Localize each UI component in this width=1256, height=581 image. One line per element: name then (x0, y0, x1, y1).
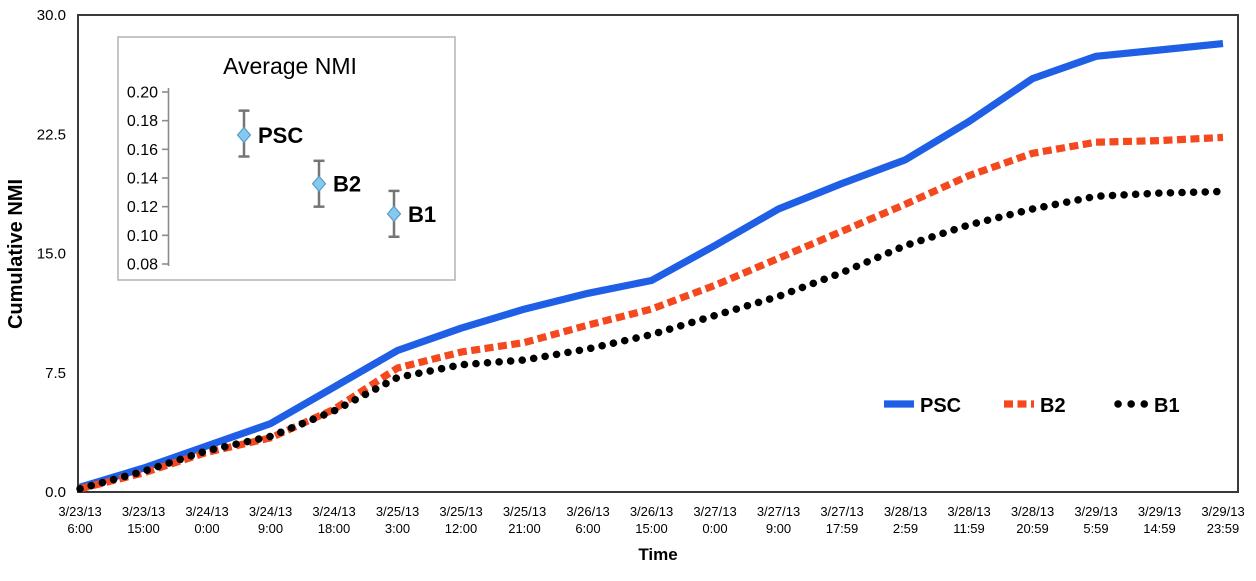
x-tick-label: 3/26/13 15:00 (630, 504, 673, 536)
x-tick-label: 3/29/13 14:59 (1138, 504, 1181, 536)
inset-point-b2: B2 (311, 159, 361, 208)
series-line-psc (78, 40, 1224, 491)
y-tick-label: 0.0 (45, 484, 66, 501)
inset-tick-label: 0.20 (127, 85, 158, 102)
inset-tick-label: 0.14 (127, 171, 158, 188)
x-tick-label: 3/25/13 3:00 (376, 504, 419, 536)
x-axis-tick-labels: 3/23/13 6:00 3/23/13 15:00 3/24/13 0:00 3/24/1… (58, 504, 1244, 536)
inset-point-label: B1 (408, 202, 436, 227)
inset-point-b1: B1 (386, 189, 436, 239)
x-tick-label: 3/24/13 18:00 (312, 504, 355, 536)
y-tick-label: 7.5 (45, 365, 66, 382)
legend-label: PSC (920, 395, 961, 417)
x-tick-label: 3/29/13 5:59 (1074, 504, 1117, 536)
diamond-marker (386, 205, 402, 223)
legend-item-b1: B1 (1114, 395, 1180, 417)
x-tick-label: 3/27/13 0:00 (693, 504, 736, 536)
x-tick-label: 3/23/13 15:00 (122, 504, 165, 536)
inset-title: Average NMI (223, 53, 357, 79)
y-axis-tick-labels: 30.0 22.5 15.0 7.5 0.0 (37, 7, 66, 501)
plot-border (77, 14, 1239, 493)
x-tick-label: 3/28/13 11:59 (947, 504, 990, 536)
x-tick-label: 3/25/13 21:00 (503, 504, 546, 536)
inset-point-label: PSC (258, 123, 303, 148)
x-tick-label: 3/24/13 9:00 (249, 504, 292, 536)
inset-border (117, 36, 456, 281)
x-tick-label: 3/23/13 6:00 (58, 504, 101, 536)
y-tick-label: 30.0 (37, 7, 66, 24)
legend-item-b2: B2 (1004, 395, 1066, 417)
x-tick-label: 3/28/13 2:59 (884, 504, 927, 536)
y-tick-label: 15.0 (37, 246, 66, 263)
x-tick-label: 3/28/13 20:59 (1011, 504, 1054, 536)
inset-tick-labels: 0.20 0.18 0.16 0.14 0.12 0.10 0.08 (127, 85, 169, 274)
inset-tick-label: 0.12 (127, 199, 158, 216)
y-axis-title: Cumulative NMI (5, 179, 27, 329)
diamond-marker (236, 126, 252, 144)
diamond-marker (311, 175, 327, 193)
x-tick-label: 3/29/13 23:59 (1201, 504, 1244, 536)
legend-label: B2 (1040, 395, 1066, 417)
y-tick-label: 22.5 (37, 126, 66, 143)
x-tick-label: 3/26/13 6:00 (566, 504, 609, 536)
x-tick-label: 3/27/13 17:59 (820, 504, 863, 536)
x-tick-label: 3/25/13 12:00 (439, 504, 482, 536)
inset-tick-label: 0.08 (127, 257, 158, 274)
x-tick-label: 3/24/13 0:00 (185, 504, 228, 536)
x-tick-label: 3/27/13 9:00 (757, 504, 800, 536)
average-nmi-inset: Average NMI 0.20 0.18 0.16 0.14 0.12 0.10 0.08 P… (117, 36, 456, 281)
series-line-b1 (76, 187, 1227, 493)
inset-tick-label: 0.18 (127, 113, 158, 130)
plot-area: 30.0 22.5 15.0 7.5 0.0 3/23/13 6:00 3/23/13 15:0… (37, 7, 1245, 536)
inset-tick-label: 0.10 (127, 228, 158, 245)
x-axis-title: Time (638, 545, 677, 564)
inset-point-label: B2 (333, 172, 361, 197)
legend-label: B1 (1154, 395, 1180, 417)
inset-tick-label: 0.16 (127, 142, 158, 159)
legend: PSC B2 B1 (884, 395, 1180, 417)
inset-point-psc: PSC (236, 109, 303, 158)
legend-item-psc: PSC (884, 395, 961, 417)
